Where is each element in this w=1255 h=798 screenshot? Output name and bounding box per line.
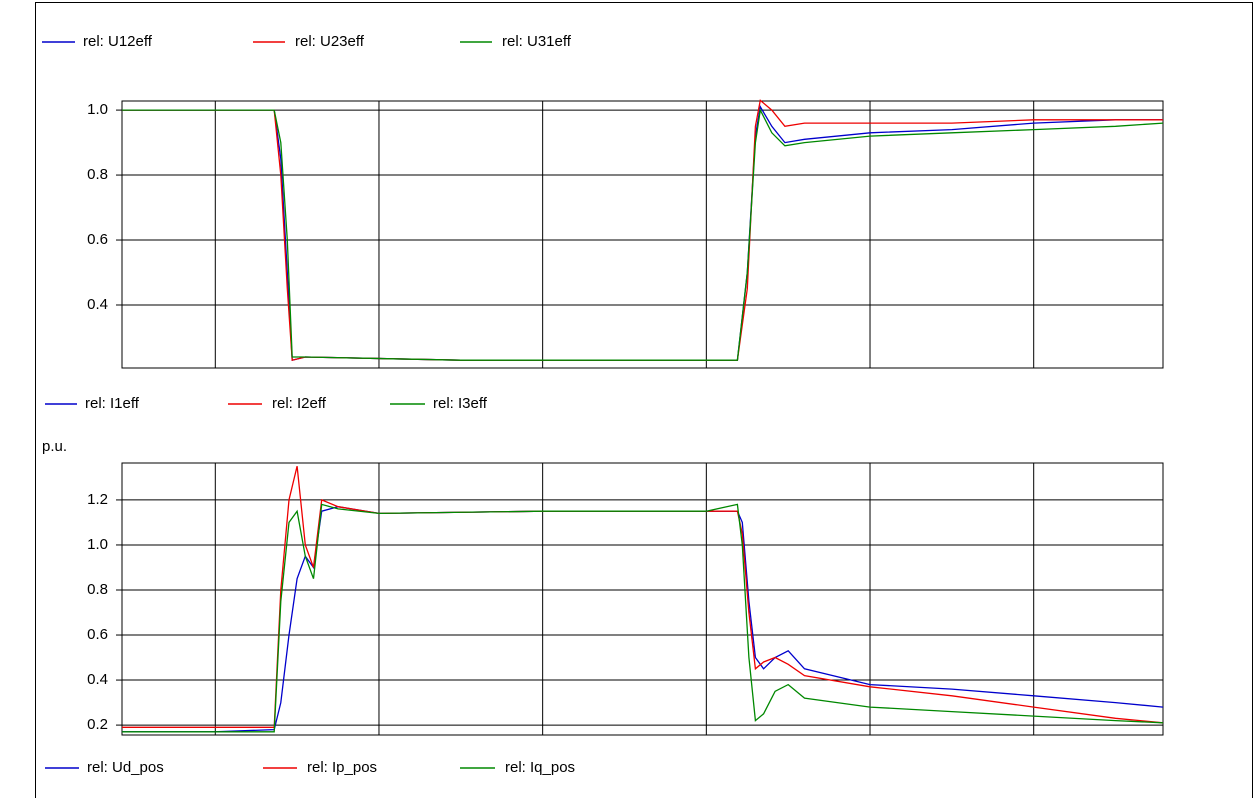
y-tick-label: 0.4 xyxy=(87,671,108,688)
y-axis-label: p.u. xyxy=(42,438,67,455)
legend-label: rel: Iq_pos xyxy=(505,759,575,776)
legend-label: rel: Ip_pos xyxy=(307,759,377,776)
data-line xyxy=(122,466,1164,728)
legend-label: rel: I1eff xyxy=(85,395,140,412)
data-line xyxy=(122,99,1163,362)
y-tick-label: 1.0 xyxy=(87,101,108,118)
y-tick-label: 0.4 xyxy=(87,296,108,313)
y-tick-label: 0.8 xyxy=(87,581,108,598)
y-tick-label: 0.6 xyxy=(87,231,108,248)
data-line xyxy=(122,506,1164,733)
data-line xyxy=(122,503,1164,733)
y-tick-label: 0.2 xyxy=(87,716,108,733)
y-tick-label: 0.6 xyxy=(87,626,108,643)
y-tick-label: 1.2 xyxy=(87,491,108,508)
legend-label: rel: Ud_pos xyxy=(87,759,164,776)
legend-label: rel: U23eff xyxy=(295,33,365,50)
legend-label: rel: U12eff xyxy=(83,33,153,50)
legend-label: rel: I3eff xyxy=(433,395,488,412)
plot-area xyxy=(121,100,1164,369)
legend-label: rel: I2eff xyxy=(272,395,327,412)
y-tick-label: 1.0 xyxy=(87,536,108,553)
y-tick-label: 0.8 xyxy=(87,166,108,183)
frame xyxy=(35,2,1253,798)
legend-label: rel: U31eff xyxy=(502,33,572,50)
plot-area xyxy=(121,462,1164,736)
data-line xyxy=(122,107,1164,361)
